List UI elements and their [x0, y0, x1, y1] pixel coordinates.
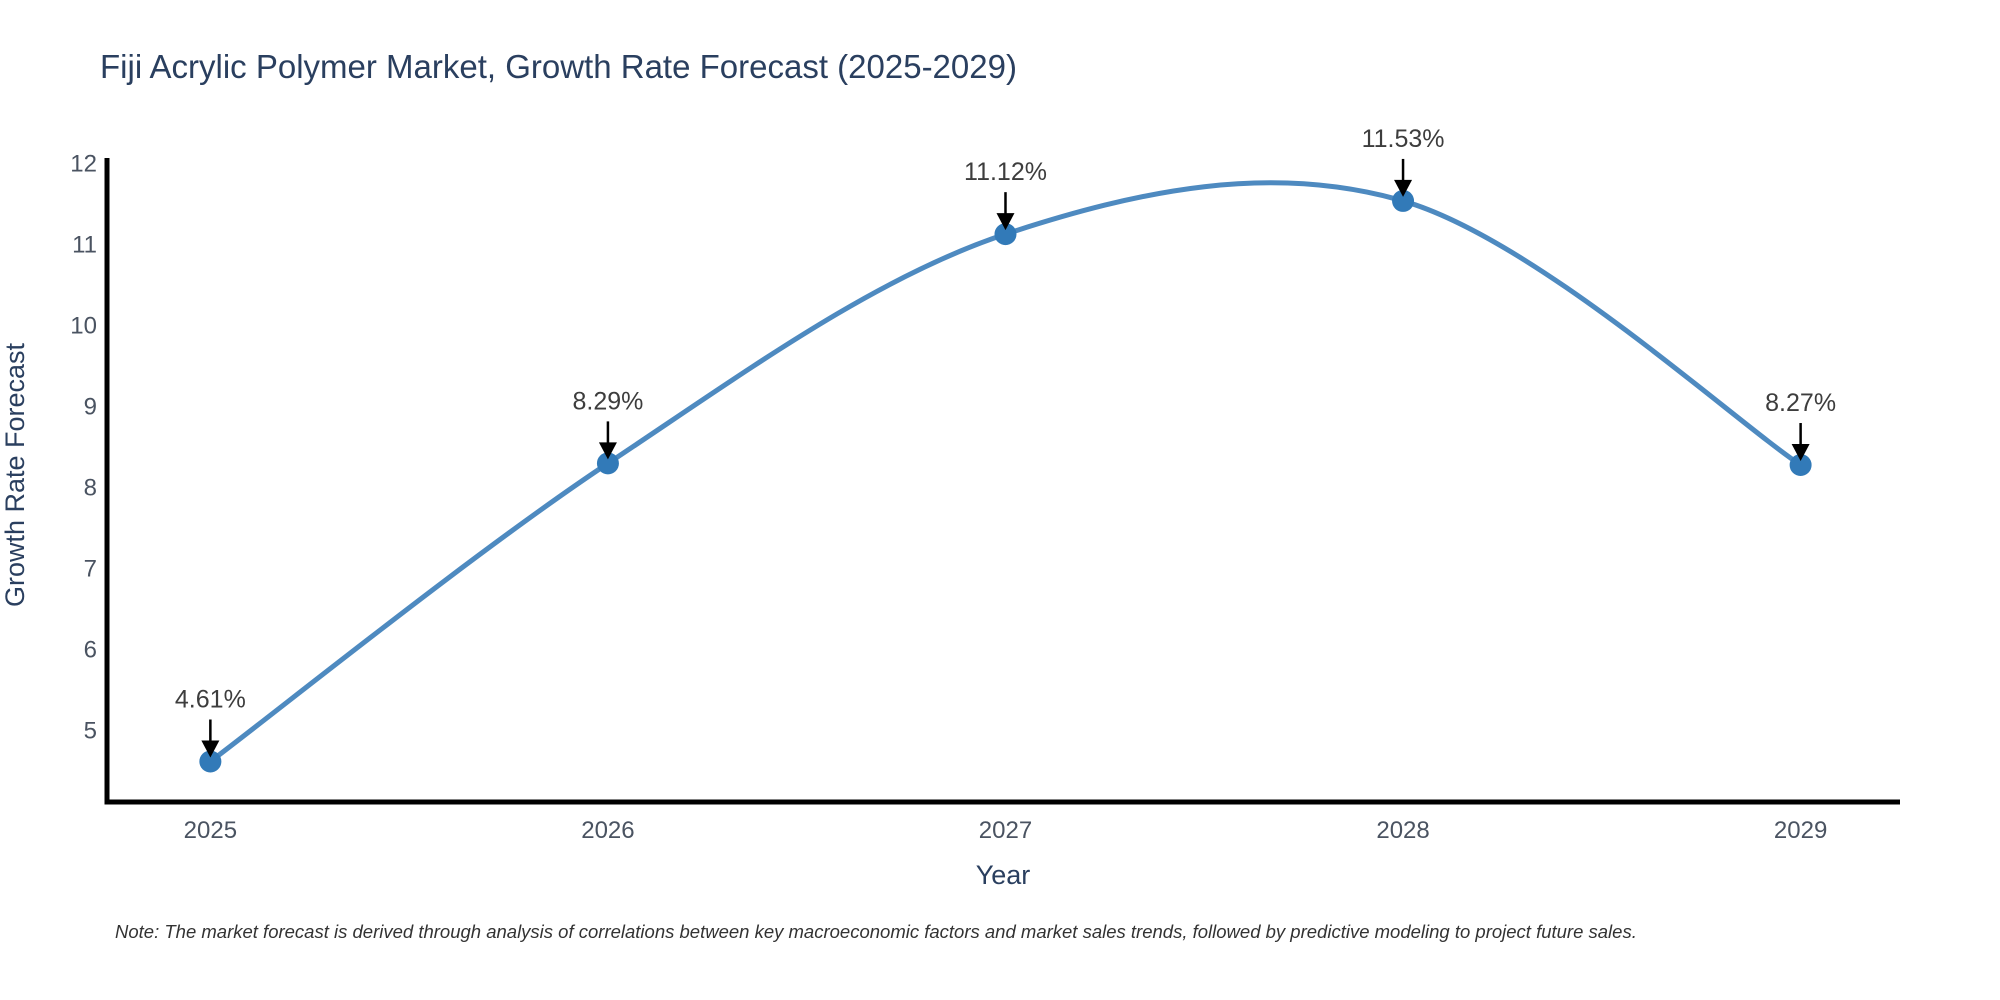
data-point-2029[interactable] [1789, 454, 1812, 477]
x-tick-label-2025: 2025 [184, 817, 237, 844]
point-label-2026: 8.29% [572, 387, 643, 415]
point-label-2025: 4.61% [175, 685, 246, 713]
y-tick-label-7: 7 [84, 555, 97, 582]
annotation-arrowhead [598, 442, 617, 460]
data-point-2028[interactable] [1392, 189, 1415, 212]
trend-line [207, 180, 1804, 764]
x-axis-title: Year [976, 860, 1031, 890]
annotation-arrowhead [996, 213, 1015, 231]
point-label-2028: 11.53% [1362, 125, 1445, 153]
y-tick-label-6: 6 [84, 636, 97, 663]
y-tick-label-12: 12 [70, 150, 97, 177]
annotation-arrowhead [1791, 444, 1810, 462]
data-point-2027[interactable] [994, 223, 1017, 246]
x-tick-label-2029: 2029 [1774, 817, 1827, 844]
footnote: Note: The market forecast is derived thr… [115, 921, 1637, 942]
point-label-2027: 11.12% [964, 158, 1047, 186]
y-tick-label-10: 10 [70, 312, 97, 339]
x-tick-label-2026: 2026 [581, 817, 634, 844]
y-tick-label-5: 5 [84, 717, 97, 744]
point-label-2029: 8.27% [1765, 389, 1836, 417]
y-tick-label-8: 8 [84, 474, 97, 501]
plot-area: 5 6 7 8 9 10 11 12 2025 2026 2027 2028 2029 4.61% 8.29… [70, 125, 1900, 844]
x-tick-label-2027: 2027 [979, 817, 1032, 844]
y-axis-title: Growth Rate Forecast [0, 342, 30, 607]
annotation-arrowhead [1394, 179, 1413, 197]
y-tick-label-11: 11 [72, 231, 97, 258]
x-tick-label-2028: 2028 [1376, 817, 1429, 844]
annotation-arrowhead [201, 740, 220, 758]
data-point-2026[interactable] [596, 452, 619, 475]
y-tick-label-9: 9 [84, 393, 97, 420]
chart-title: Fiji Acrylic Polymer Market, Growth Rate… [100, 48, 1017, 85]
data-point-2025[interactable] [199, 750, 222, 773]
